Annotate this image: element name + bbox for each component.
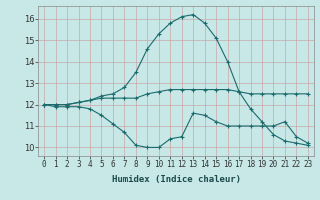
X-axis label: Humidex (Indice chaleur): Humidex (Indice chaleur) <box>111 175 241 184</box>
